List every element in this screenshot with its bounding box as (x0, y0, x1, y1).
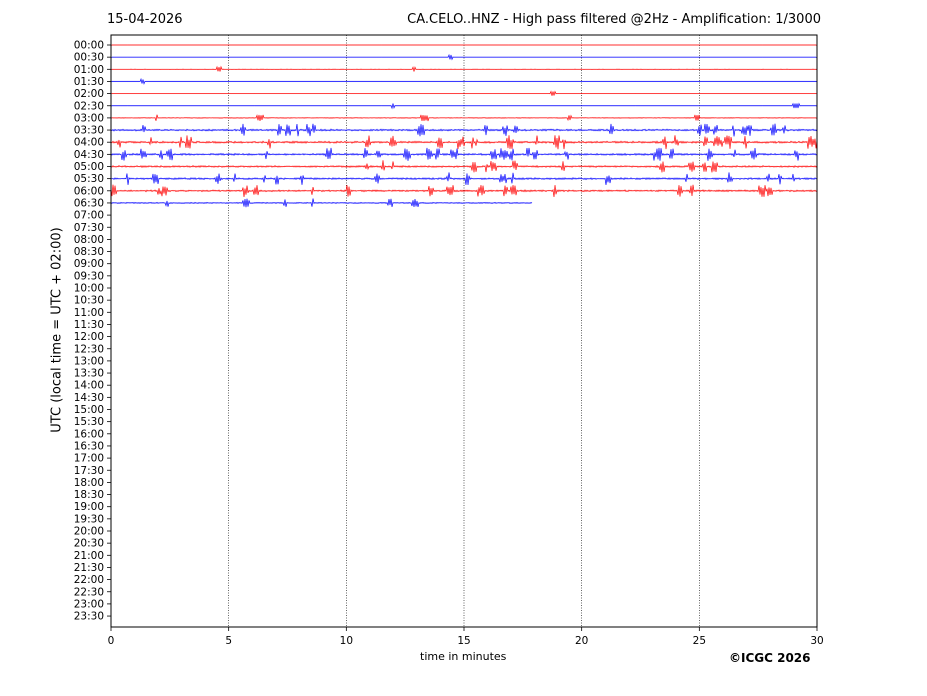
y-tick-label: 16:30 (74, 440, 104, 452)
y-tick-label: 00:00 (74, 40, 104, 52)
trace-0400 (110, 135, 818, 150)
y-tick-label: 12:00 (74, 331, 104, 343)
trace-0500 (110, 160, 818, 173)
chart-date: 15-04-2026 (107, 12, 183, 27)
y-tick-label: 05:30 (74, 173, 104, 185)
y-tick-label: 21:00 (74, 550, 104, 562)
y-tick-label: 02:00 (74, 88, 104, 100)
y-tick-label: 13:30 (74, 368, 104, 380)
y-tick-label: 16:00 (74, 428, 104, 440)
trace-0530 (110, 172, 818, 186)
y-tick-label: 23:00 (74, 598, 104, 610)
trace-0200 (110, 90, 818, 96)
y-tick-label: 04:00 (74, 137, 104, 149)
y-tick-label: 20:30 (74, 538, 104, 550)
y-tick-label: 07:00 (74, 210, 104, 222)
trace-0300 (110, 114, 818, 122)
y-axis-label: UTC (local time = UTC + 02:00) (49, 227, 65, 433)
trace-0630 (110, 198, 533, 208)
x-tick-label: 25 (693, 635, 706, 647)
y-tick-label: 11:30 (74, 319, 104, 331)
y-tick-label: 10:00 (74, 283, 104, 295)
y-tick-label: 19:30 (74, 513, 104, 525)
y-tick-label: 09:00 (74, 258, 104, 270)
y-tick-label: 12:30 (74, 343, 104, 355)
y-tick-label: 15:30 (74, 416, 104, 428)
x-tick-label: 5 (225, 635, 232, 647)
x-tick-label: 10 (340, 635, 353, 647)
y-tick-label: 01:30 (74, 76, 104, 88)
y-tick-label: 02:30 (74, 100, 104, 112)
trace-0030 (110, 53, 818, 61)
y-tick-label: 18:00 (74, 477, 104, 489)
copyright-credit: ©ICGC 2026 (729, 651, 811, 665)
trace-0130 (110, 77, 818, 85)
y-tick-label: 18:30 (74, 489, 104, 501)
y-tick-label: 17:30 (74, 465, 104, 477)
y-tick-label: 11:00 (74, 307, 104, 319)
y-tick-label: 15:00 (74, 404, 104, 416)
y-tick-label: 06:30 (74, 197, 104, 209)
chart-title: CA.CELO..HNZ - High pass filtered @2Hz -… (407, 12, 821, 27)
x-tick-label: 30 (810, 635, 823, 647)
y-tick-label: 20:00 (74, 526, 104, 538)
y-tick-label: 10:30 (74, 295, 104, 307)
y-tick-label: 13:00 (74, 355, 104, 367)
x-tick-label: 15 (457, 635, 470, 647)
y-tick-label: 22:30 (74, 586, 104, 598)
y-tick-label: 14:30 (74, 392, 104, 404)
y-tick-label: 04:30 (74, 149, 104, 161)
x-axis-label: time in minutes (420, 650, 507, 663)
y-tick-label: 01:00 (74, 64, 104, 76)
y-tick-label: 17:00 (74, 453, 104, 465)
y-tick-label: 21:30 (74, 562, 104, 574)
x-tick-label: 20 (575, 635, 588, 647)
y-tick-label: 00:30 (74, 52, 104, 64)
y-tick-label: 19:00 (74, 501, 104, 513)
y-tick-label: 14:00 (74, 380, 104, 392)
y-tick-label: 05:00 (74, 161, 104, 173)
trace-0430 (110, 147, 818, 161)
trace-0330 (110, 123, 818, 137)
y-tick-label: 06:00 (74, 185, 104, 197)
y-tick-label: 08:00 (74, 234, 104, 246)
y-tick-label: 03:30 (74, 125, 104, 137)
x-tick-label: 0 (108, 635, 115, 647)
y-tick-label: 22:00 (74, 574, 104, 586)
y-tick-label: 08:30 (74, 246, 104, 258)
trace-0600 (110, 184, 818, 198)
y-tick-label: 09:30 (74, 270, 104, 282)
trace-0100 (110, 65, 818, 72)
y-tick-label: 07:30 (74, 222, 104, 234)
y-tick-label: 23:30 (74, 611, 104, 623)
trace-0230 (110, 102, 818, 110)
y-tick-label: 03:00 (74, 112, 104, 124)
